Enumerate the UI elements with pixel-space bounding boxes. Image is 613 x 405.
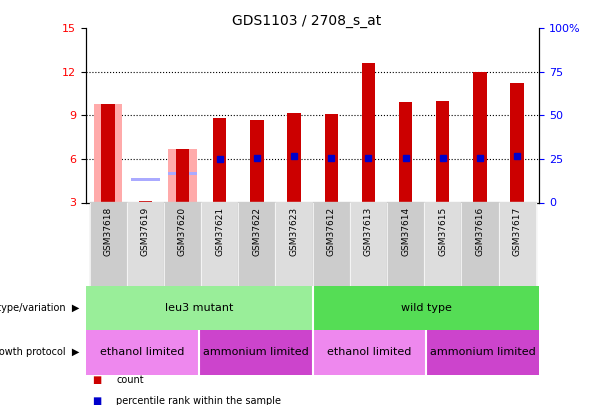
Text: wild type: wild type [401,303,451,313]
Bar [127,202,164,286]
Bar [511,83,524,202]
Text: GSM37618: GSM37618 [104,207,113,256]
Text: GSM37613: GSM37613 [364,207,373,256]
Bar [168,149,197,202]
Bar [426,330,539,375]
Text: genotype/variation  ▶: genotype/variation ▶ [0,303,80,313]
Bar [498,202,536,286]
Text: GSM37617: GSM37617 [512,207,522,256]
Text: ammonium limited: ammonium limited [203,347,309,357]
Bar [176,149,189,202]
Bar [199,330,313,375]
Bar [399,102,412,202]
Bar [89,202,127,286]
Text: GSM37621: GSM37621 [215,207,224,256]
Bar [275,202,313,286]
Bar [350,202,387,286]
Bar [387,202,424,286]
Text: GSM37612: GSM37612 [327,207,336,256]
Text: GSM37620: GSM37620 [178,207,187,256]
Bar [164,202,201,286]
Bar [94,104,123,202]
Text: ammonium limited: ammonium limited [430,347,536,357]
Bar [139,201,152,202]
Bar [324,114,338,202]
Bar [131,178,159,181]
Text: count: count [116,375,144,385]
Bar [102,104,115,202]
Text: GSM37619: GSM37619 [141,207,150,256]
Bar [287,113,301,202]
Text: leu3 mutant: leu3 mutant [165,303,234,313]
Bar [313,202,350,286]
Text: percentile rank within the sample: percentile rank within the sample [116,396,281,405]
Text: GSM37623: GSM37623 [289,207,299,256]
Bar [424,202,462,286]
Bar [86,330,199,375]
Bar [313,286,539,330]
Bar [436,101,449,202]
Text: GSM37614: GSM37614 [401,207,410,256]
Bar [168,172,197,175]
Text: GSM37615: GSM37615 [438,207,447,256]
Text: growth protocol  ▶: growth protocol ▶ [0,347,80,357]
Text: ■: ■ [92,396,101,405]
Bar [213,118,226,202]
Text: ethanol limited: ethanol limited [101,347,185,357]
Bar [473,72,487,202]
Text: GSM37622: GSM37622 [253,207,261,256]
Bar [86,286,313,330]
Bar [362,63,375,202]
Bar [313,330,426,375]
Bar [201,202,238,286]
Bar [238,202,275,286]
Bar [462,202,498,286]
Text: GDS1103 / 2708_s_at: GDS1103 / 2708_s_at [232,14,381,28]
Text: ethanol limited: ethanol limited [327,347,411,357]
Text: GSM37616: GSM37616 [476,207,484,256]
Text: ■: ■ [92,375,101,385]
Bar [250,120,264,202]
